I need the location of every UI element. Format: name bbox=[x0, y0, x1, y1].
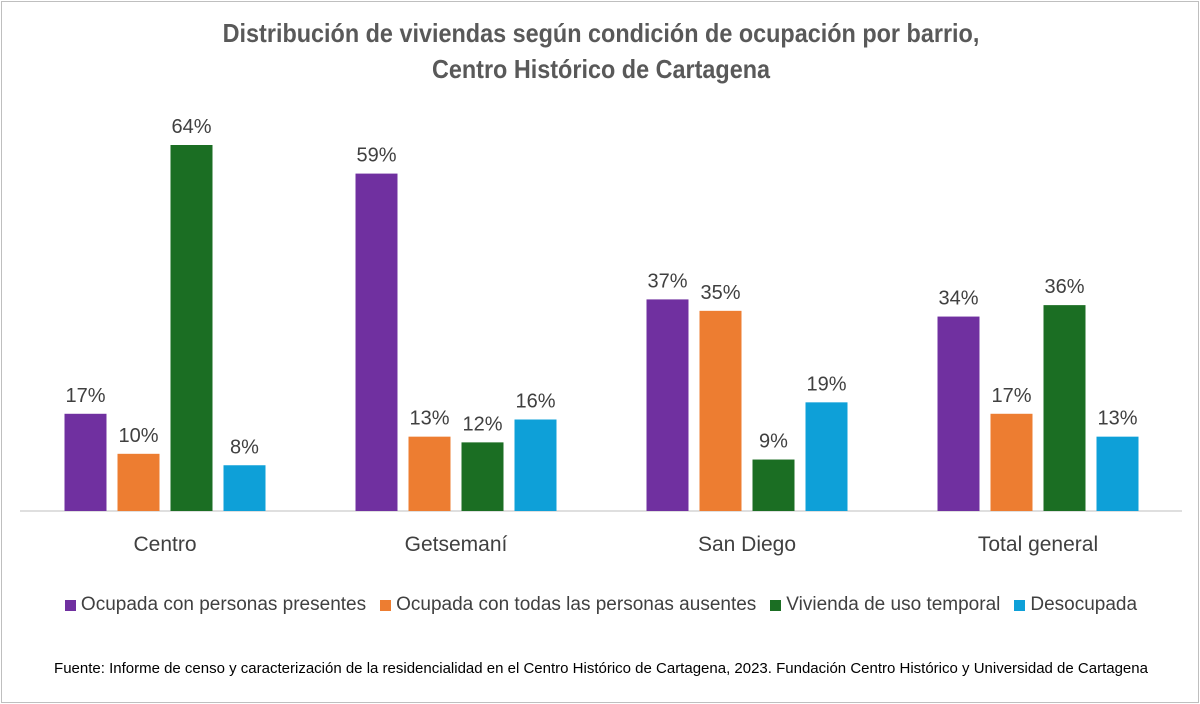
data-label-1-0: 59% bbox=[356, 145, 396, 167]
chart-legend: Ocupada con personas presentes Ocupada c… bbox=[2, 594, 1200, 616]
bar-2-0 bbox=[646, 299, 689, 511]
bar-chart: 17% 10% 64% 8% Centro 59% 13% 12% 16% Getsemaní 37… bbox=[20, 116, 1182, 556]
bar-1-3 bbox=[514, 419, 557, 511]
bar-3-2 bbox=[1043, 305, 1086, 511]
category-label-1: Getsemaní bbox=[405, 533, 508, 556]
legend-item-ausentes: Ocupada con todas las personas ausentes bbox=[380, 594, 756, 616]
data-label-3-2: 36% bbox=[1044, 276, 1084, 298]
legend-label-temporal: Vivienda de uso temporal bbox=[786, 594, 1001, 615]
data-label-1-1: 13% bbox=[409, 408, 449, 430]
bar-0-3 bbox=[223, 465, 266, 511]
legend-swatch-presentes bbox=[64, 599, 76, 611]
legend-item-temporal: Vivienda de uso temporal bbox=[770, 594, 1000, 616]
legend-swatch-desocupada bbox=[1014, 599, 1026, 611]
bar-3-3 bbox=[1096, 436, 1139, 511]
data-label-2-1: 35% bbox=[700, 282, 740, 304]
legend-swatch-temporal bbox=[770, 599, 782, 611]
bar-2-1 bbox=[699, 310, 742, 511]
data-label-1-3: 16% bbox=[515, 391, 555, 413]
data-label-1-2: 12% bbox=[462, 413, 502, 435]
legend-label-desocupada: Desocupada bbox=[1030, 594, 1138, 615]
bar-1-1 bbox=[408, 436, 451, 511]
bar-3-0 bbox=[937, 316, 980, 511]
bar-0-2 bbox=[170, 145, 213, 511]
legend-label-ausentes: Ocupada con todas las personas ausentes bbox=[396, 594, 757, 615]
bar-0-0 bbox=[64, 413, 107, 511]
bar-0-1 bbox=[117, 453, 160, 511]
data-label-3-1: 17% bbox=[991, 385, 1031, 407]
bar-1-0 bbox=[355, 173, 398, 511]
legend-label-presentes: Ocupada con personas presentes bbox=[80, 594, 367, 615]
legend-item-presentes: Ocupada con personas presentes bbox=[64, 594, 367, 616]
category-label-0: Centro bbox=[133, 533, 196, 556]
bar-2-3 bbox=[805, 402, 848, 511]
data-label-0-0: 17% bbox=[65, 385, 105, 407]
chart-title-line2: Centro Histórico de Cartagena bbox=[431, 54, 771, 84]
category-label-3: Total general bbox=[978, 533, 1098, 556]
legend-item-desocupada: Desocupada bbox=[1014, 594, 1137, 616]
data-label-0-3: 8% bbox=[230, 436, 259, 458]
data-label-2-0: 37% bbox=[647, 270, 687, 292]
legend-swatch-ausentes bbox=[380, 599, 392, 611]
bar-2-2 bbox=[752, 459, 795, 511]
data-label-0-1: 10% bbox=[118, 425, 158, 447]
category-label-2: San Diego bbox=[698, 533, 796, 556]
data-label-2-2: 9% bbox=[759, 431, 788, 453]
chart-title-line1: Distribución de viviendas según condició… bbox=[222, 18, 980, 48]
source-note: Fuente: Informe de censo y caracterizaci… bbox=[54, 660, 1148, 677]
data-label-0-2: 64% bbox=[171, 116, 211, 138]
data-label-2-3: 19% bbox=[806, 373, 846, 395]
bar-3-1 bbox=[990, 413, 1033, 511]
data-label-3-3: 13% bbox=[1097, 408, 1137, 430]
data-label-3-0: 34% bbox=[938, 288, 978, 310]
bar-1-2 bbox=[461, 442, 504, 511]
